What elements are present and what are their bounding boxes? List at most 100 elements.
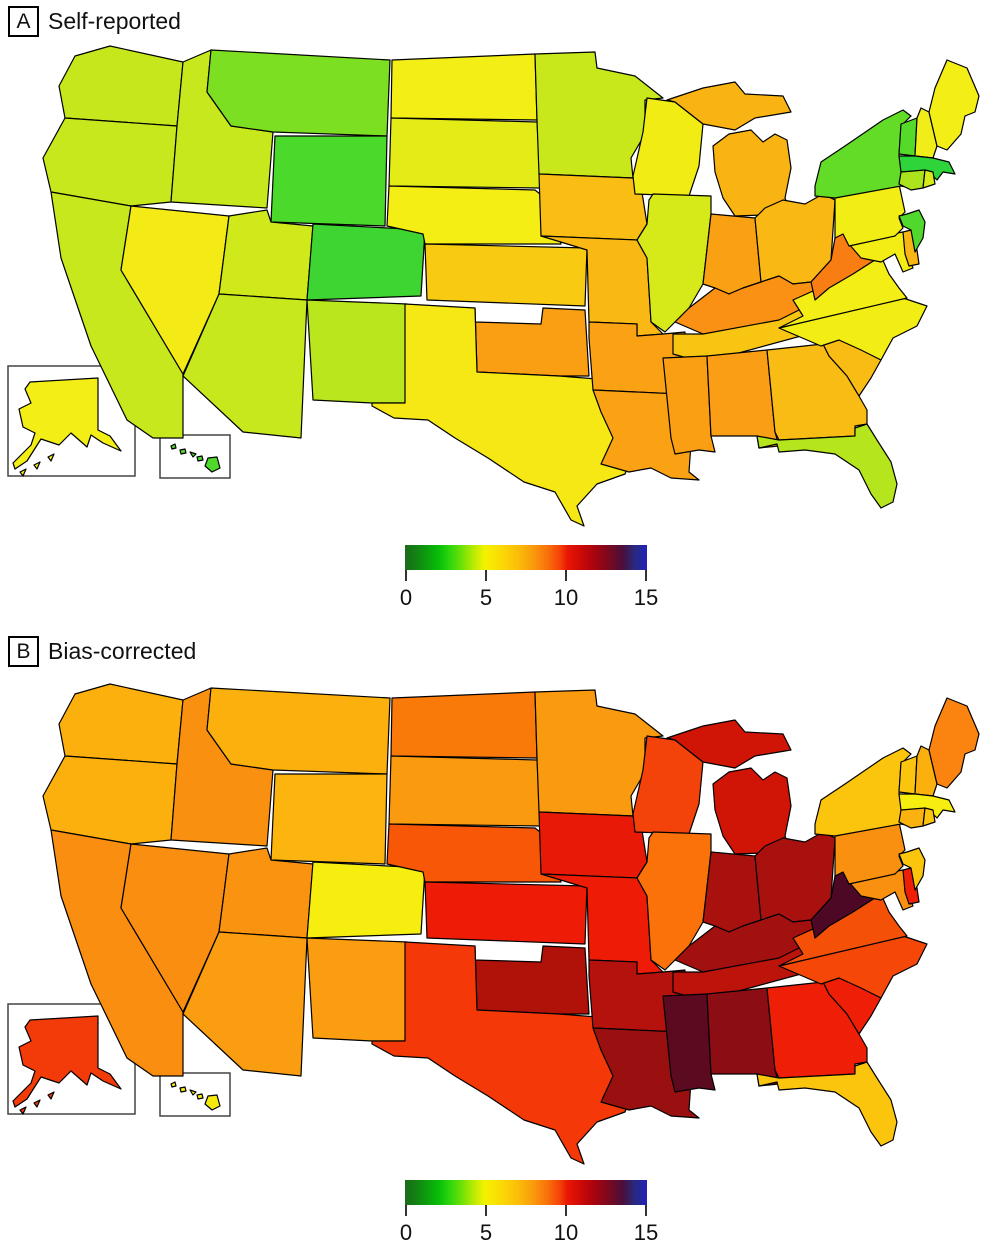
legend-gradient-bar: [405, 1180, 647, 1205]
state-hi-bias-corrected: [196, 1093, 204, 1100]
state-in-self-reported: [702, 213, 762, 295]
legend-tick: [485, 570, 487, 581]
state-ia-self-reported: [538, 173, 648, 241]
state-in-bias-corrected: [702, 851, 762, 933]
state-vt-bias-corrected: [898, 755, 918, 795]
state-wa-self-reported: [58, 45, 184, 127]
state-nd-self-reported: [390, 53, 538, 121]
legend-label-15: 15: [633, 1220, 659, 1245]
state-hi-self-reported: [189, 451, 197, 458]
state-ak-bias-corrected: [47, 1091, 55, 1100]
legend-label-15: 15: [633, 585, 659, 610]
state-hi-self-reported: [196, 455, 204, 462]
state-ct-bias-corrected: [898, 807, 926, 829]
state-fl-bias-corrected: [756, 1061, 898, 1147]
legend-label-0: 0: [399, 585, 413, 610]
state-ne-bias-corrected: [386, 823, 562, 883]
state-hi-bias-corrected: [179, 1086, 187, 1093]
legend-label-10: 10: [553, 1220, 579, 1245]
state-me-self-reported: [928, 59, 980, 151]
state-tx-bias-corrected: [371, 941, 640, 1165]
state-mi-bias-corrected: [712, 767, 792, 855]
hawaii-inset-box: [159, 434, 231, 479]
state-or-bias-corrected: [42, 755, 178, 845]
legend-bias-corrected: 0 5 10 15: [400, 1180, 658, 1250]
panel-a-letter-box: A: [8, 6, 39, 37]
state-ok-self-reported: [474, 307, 590, 377]
legend-tick: [645, 1205, 647, 1216]
state-co-self-reported: [306, 223, 426, 301]
state-hi-bias-corrected: [170, 1081, 177, 1088]
state-nd-bias-corrected: [390, 691, 538, 759]
state-pa-bias-corrected: [834, 821, 906, 885]
state-ct-self-reported: [898, 169, 926, 191]
state-me-bias-corrected: [928, 697, 980, 789]
panel-b-letter-box: B: [8, 636, 39, 667]
state-mi-self-reported: [666, 81, 792, 131]
panel-a-title: Self-reported: [48, 8, 181, 34]
hawaii-inset-box: [159, 1072, 231, 1117]
state-nj-bias-corrected: [898, 847, 926, 891]
panel-a-header: A Self-reported: [8, 6, 181, 37]
state-sd-self-reported: [388, 117, 542, 189]
state-nc-self-reported: [778, 297, 928, 361]
state-mt-self-reported: [206, 49, 391, 137]
legend-gradient-bar: [405, 545, 647, 570]
state-hi-self-reported: [179, 448, 187, 455]
state-ak-self-reported: [12, 377, 122, 470]
state-ri-bias-corrected: [922, 807, 936, 827]
state-hi-bias-corrected: [189, 1089, 197, 1096]
state-ne-self-reported: [386, 185, 562, 245]
state-hi-bias-corrected: [204, 1094, 221, 1111]
state-pa-self-reported: [834, 183, 906, 247]
state-vt-self-reported: [898, 117, 918, 157]
state-wy-self-reported: [270, 135, 388, 227]
state-wy-bias-corrected: [270, 773, 388, 865]
state-ks-self-reported: [424, 243, 588, 307]
map-self-reported: [7, 45, 980, 527]
state-nm-bias-corrected: [306, 937, 408, 1042]
state-nj-self-reported: [898, 209, 926, 253]
state-ak-self-reported: [47, 453, 55, 462]
state-mi-bias-corrected: [666, 719, 792, 769]
state-ak-self-reported: [19, 468, 27, 477]
state-ak-self-reported: [33, 461, 41, 470]
state-ak-bias-corrected: [12, 1015, 122, 1108]
state-ia-bias-corrected: [538, 811, 648, 879]
state-hi-self-reported: [204, 456, 221, 473]
legend-label-0: 0: [399, 1220, 413, 1245]
state-co-bias-corrected: [306, 861, 426, 939]
legend-label-5: 5: [479, 585, 493, 610]
map-bias-corrected: [7, 683, 980, 1165]
state-wa-bias-corrected: [58, 683, 184, 765]
state-nc-bias-corrected: [778, 935, 928, 999]
state-ok-bias-corrected: [474, 945, 590, 1015]
state-ak-bias-corrected: [33, 1099, 41, 1108]
state-hi-self-reported: [170, 443, 177, 450]
state-mt-bias-corrected: [206, 687, 391, 775]
state-tx-self-reported: [371, 303, 640, 527]
legend-tick: [405, 1205, 407, 1216]
legend-self-reported: 0 5 10 15: [400, 545, 658, 615]
legend-tick: [645, 570, 647, 581]
panel-b-header: B Bias-corrected: [8, 636, 196, 667]
state-az-bias-corrected: [182, 931, 308, 1077]
legend-tick: [405, 570, 407, 581]
state-ar-bias-corrected: [588, 959, 686, 1033]
state-mi-self-reported: [712, 129, 792, 217]
legend-label-10: 10: [553, 585, 579, 610]
state-ak-bias-corrected: [19, 1106, 27, 1115]
state-ri-self-reported: [922, 169, 936, 189]
state-sd-bias-corrected: [388, 755, 542, 827]
legend-tick: [565, 1205, 567, 1216]
state-nm-self-reported: [306, 299, 408, 404]
legend-tick: [565, 570, 567, 581]
state-ar-self-reported: [588, 321, 686, 395]
state-or-self-reported: [42, 117, 178, 207]
legend-label-5: 5: [479, 1220, 493, 1245]
state-az-self-reported: [182, 293, 308, 439]
panel-b-title: Bias-corrected: [48, 638, 197, 664]
state-fl-self-reported: [756, 423, 898, 509]
legend-tick: [485, 1205, 487, 1216]
